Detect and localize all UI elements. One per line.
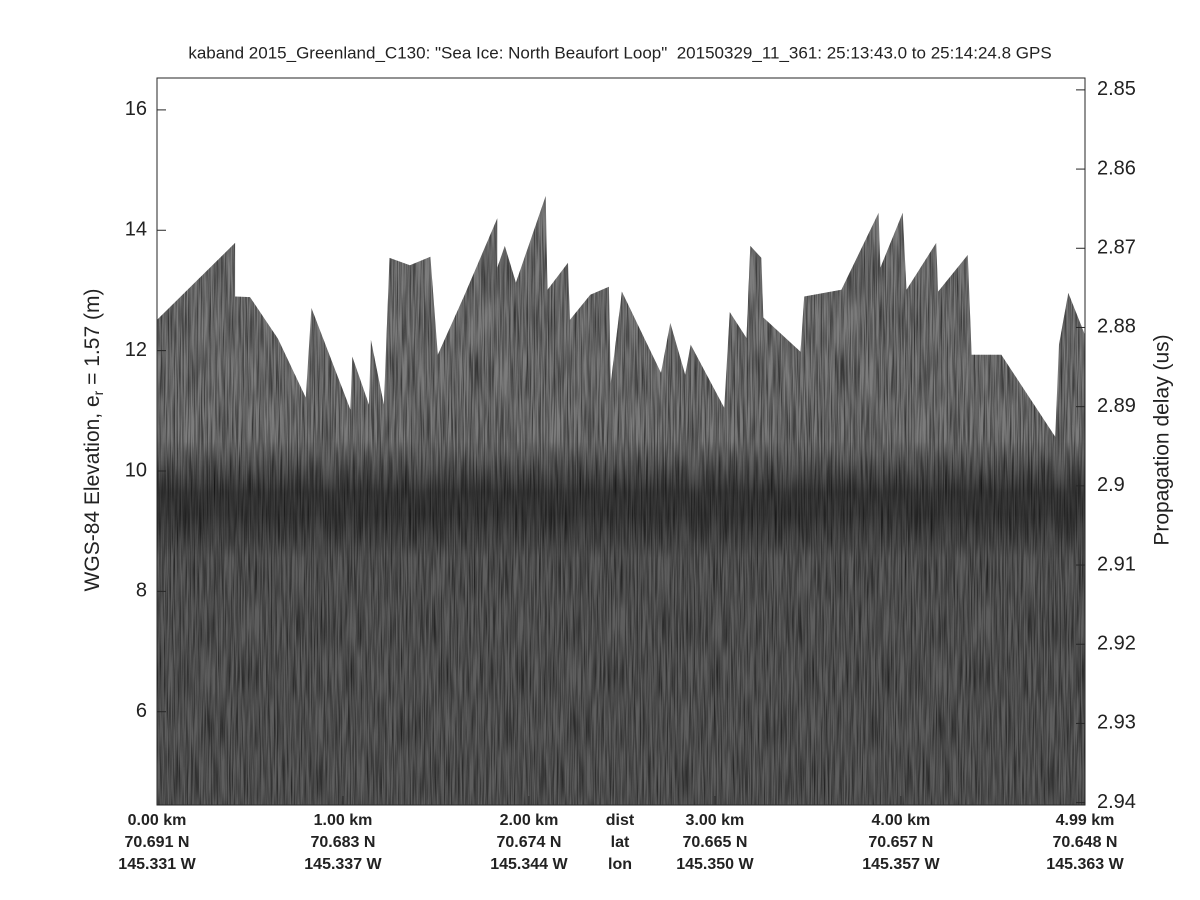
- y2-tick-label: 2.88: [1097, 316, 1136, 338]
- lon-label: 145.363 W: [1046, 856, 1124, 873]
- y2-tick-label: 2.89: [1097, 395, 1136, 417]
- y-tick-label: 16: [125, 98, 147, 120]
- y-tick-label: 10: [125, 459, 147, 481]
- lon-label: 145.350 W: [676, 856, 754, 873]
- row-label: lat: [611, 834, 630, 851]
- y2-tick-label: 2.93: [1097, 712, 1136, 734]
- x-tick-label: 4.00 km: [872, 812, 931, 829]
- x-tick-label: 4.99 km: [1056, 812, 1115, 829]
- y-tick-label: 8: [136, 580, 147, 602]
- echo-texture: [157, 196, 1085, 805]
- row-label: lon: [608, 856, 632, 873]
- y-tick-label: 12: [125, 339, 147, 361]
- y2-tick-label: 2.9: [1097, 474, 1125, 496]
- y2-tick-label: 2.94: [1097, 791, 1136, 813]
- noise: [157, 196, 1085, 805]
- y2-tick-label: 2.91: [1097, 553, 1136, 575]
- y-label-rest: = 1.57 (m): [81, 289, 104, 391]
- lat-label: 70.691 N: [125, 834, 190, 851]
- y2-tick-label: 2.87: [1097, 237, 1136, 259]
- y-label-text: WGS-84 Elevation, e: [81, 395, 104, 591]
- lat-label: 70.665 N: [682, 834, 747, 851]
- chart-title: kaband 2015_Greenland_C130: "Sea Ice: No…: [188, 43, 1051, 62]
- axes-box: [156, 77, 1086, 806]
- lon-label: 145.357 W: [862, 856, 940, 873]
- y2-tick-label: 2.85: [1097, 78, 1136, 100]
- lon-label: 145.344 W: [490, 856, 568, 873]
- lat-label: 70.674 N: [496, 834, 561, 851]
- plot-area: [157, 196, 1085, 805]
- axes: 6 8 10 12 14 16 2.85 2.86 2.87 2.88 2.89 2.9 2.91 2.9…: [118, 77, 1136, 873]
- y-label-subscript: r: [90, 390, 106, 395]
- x-tick-label: 1.00 km: [314, 812, 373, 829]
- x-tick-label: 3.00 km: [686, 812, 745, 829]
- y-tick-label: 6: [136, 700, 147, 722]
- x-tick-label: 2.00 km: [500, 812, 559, 829]
- y-axis-label: WGS-84 Elevation, er = 1.57 (m): [81, 289, 106, 592]
- x-tick-label: 0.00 km: [128, 812, 187, 829]
- lat-label: 70.657 N: [868, 834, 933, 851]
- lon-label: 145.331 W: [118, 856, 196, 873]
- lon-label: 145.337 W: [304, 856, 382, 873]
- lat-label: 70.648 N: [1053, 834, 1118, 851]
- y-tick-label: 14: [125, 219, 147, 241]
- y2-tick-label: 2.86: [1097, 157, 1136, 179]
- lat-label: 70.683 N: [311, 834, 376, 851]
- y2-axis-label: Propagation delay (us): [1151, 334, 1174, 545]
- row-label: dist: [606, 812, 635, 829]
- y2-tick-label: 2.92: [1097, 633, 1136, 655]
